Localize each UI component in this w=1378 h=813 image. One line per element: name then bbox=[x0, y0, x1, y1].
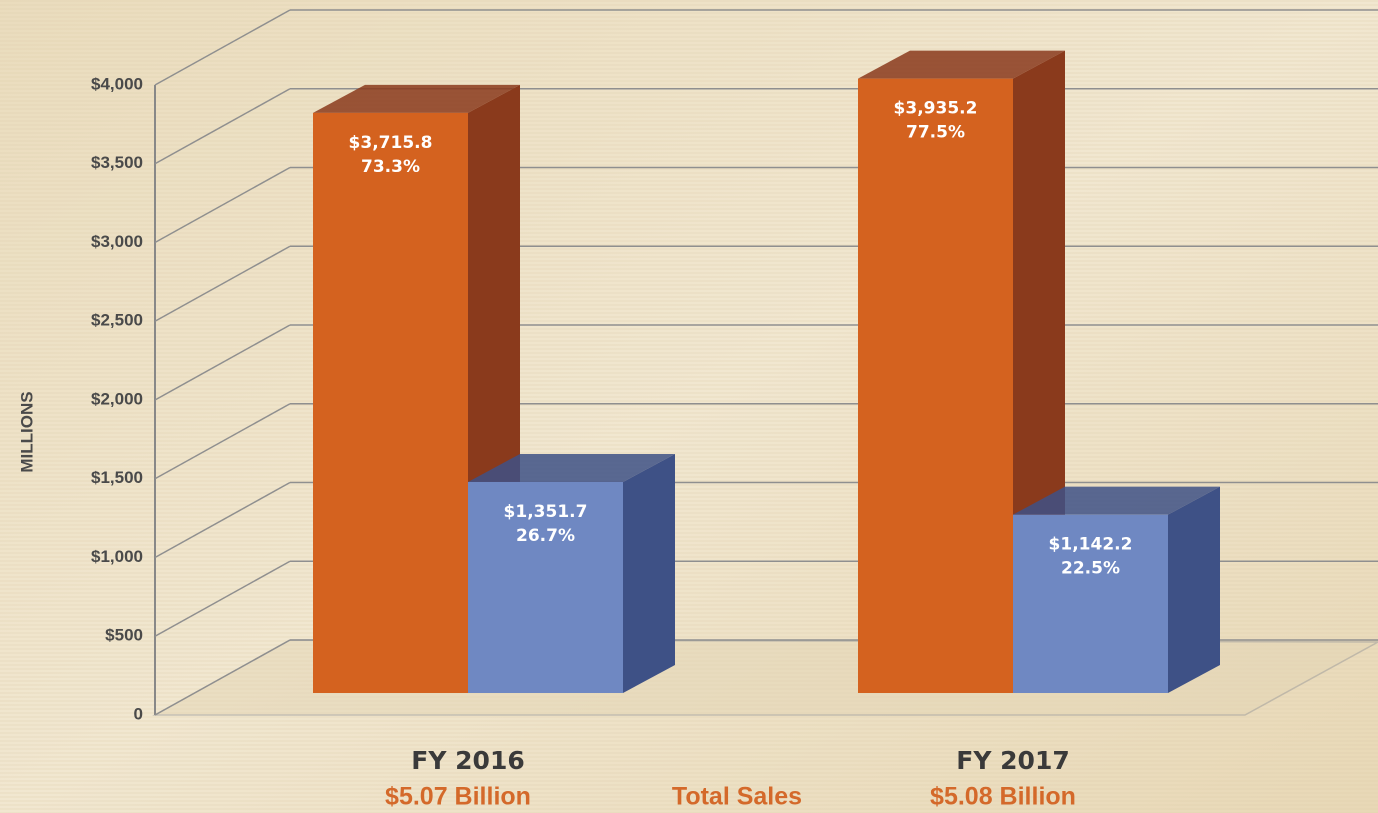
bar bbox=[468, 481, 623, 693]
y-tick-label: $3,000 bbox=[91, 232, 143, 251]
bar-top bbox=[858, 50, 1065, 79]
y-tick-label: $2,500 bbox=[91, 311, 143, 330]
y-tick-label: $4,000 bbox=[91, 74, 143, 93]
x-tick-label: FY 2016 bbox=[411, 746, 524, 775]
bar-side bbox=[1168, 486, 1220, 693]
grid-line bbox=[154, 324, 291, 401]
y-tick-label: $1,500 bbox=[91, 468, 143, 487]
bar bbox=[858, 78, 1013, 694]
y-tick-label: 0 bbox=[134, 704, 143, 723]
share-label: 22.5% bbox=[1061, 559, 1120, 579]
value-label: $1,142.2 bbox=[1049, 535, 1133, 555]
share-label: 77.5% bbox=[906, 123, 965, 143]
x-tick-label: FY 2017 bbox=[956, 746, 1069, 775]
value-label: $3,715.8 bbox=[349, 133, 433, 153]
y-tick-label: $1,000 bbox=[91, 547, 143, 566]
value-label: $3,935.2 bbox=[894, 99, 978, 119]
y-tick-label: $500 bbox=[105, 626, 143, 645]
total: $5.08 Billion bbox=[930, 783, 1076, 811]
bar-top bbox=[468, 453, 675, 482]
share-label: 26.7% bbox=[516, 526, 575, 546]
grid-line bbox=[154, 403, 291, 480]
bar-side bbox=[623, 453, 675, 693]
grid-line bbox=[154, 560, 291, 637]
grid-line bbox=[154, 88, 291, 165]
y-tick-label: $2,000 bbox=[91, 389, 143, 408]
bar bbox=[1013, 514, 1168, 693]
grid-line bbox=[154, 9, 291, 86]
bar bbox=[313, 112, 468, 693]
total-label: Total Sales bbox=[672, 783, 802, 811]
share-label: 73.3% bbox=[361, 157, 420, 177]
bar-top bbox=[1013, 486, 1220, 515]
grid-line bbox=[154, 245, 291, 322]
value-label: $1,351.7 bbox=[504, 502, 588, 522]
grid-line bbox=[154, 481, 291, 559]
y-axis-label: MILLIONS bbox=[17, 391, 36, 472]
grid-line bbox=[154, 166, 291, 244]
bar-top bbox=[313, 84, 520, 113]
total: $5.07 Billion bbox=[385, 783, 531, 811]
grid-line bbox=[154, 639, 291, 716]
y-tick-label: $3,500 bbox=[91, 153, 143, 172]
